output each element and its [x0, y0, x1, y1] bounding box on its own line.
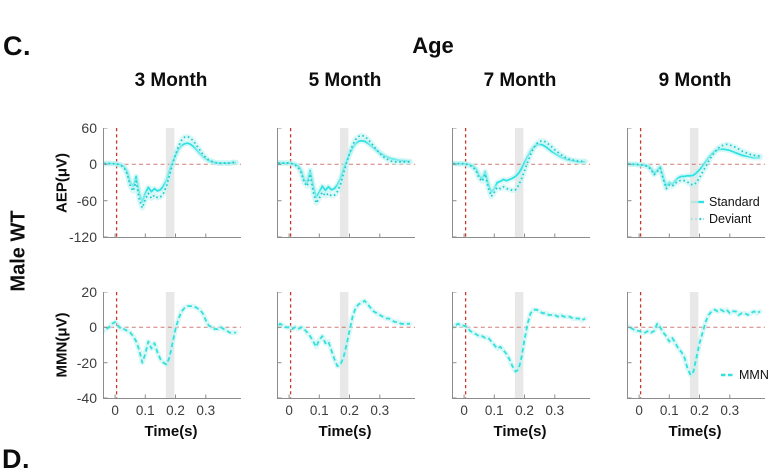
- column-header-9month: 9 Month: [658, 70, 732, 91]
- x-tick-label: 0.1: [659, 403, 679, 418]
- x-tick-label: 0.3: [545, 403, 565, 418]
- deviant-waveform: [103, 135, 236, 209]
- legend-label-mmn: MMN: [739, 368, 769, 382]
- y-tick-label: -40: [76, 390, 97, 406]
- subplot-mmn-3-month: [103, 292, 241, 399]
- x-tick-label: 0: [460, 403, 468, 418]
- mmn-waveform: [627, 308, 761, 376]
- analysis-window-band: [339, 128, 349, 237]
- x-tick-label: 0.2: [166, 403, 185, 418]
- x-tick-label: 0.2: [690, 403, 709, 418]
- group-label-male-wt: Male WT: [7, 210, 30, 292]
- mmn-waveform: [103, 305, 236, 366]
- panel-label-c: C.: [3, 31, 31, 61]
- mmn-legend: MMN: [720, 368, 769, 382]
- deviant-waveform: [627, 143, 760, 190]
- mmn-waveform: [452, 308, 586, 373]
- subplot-mmn-9-month: [627, 292, 765, 399]
- y-tick-label: -20: [76, 354, 97, 371]
- subplot-mmn-5-month: [277, 292, 415, 399]
- y-tick-label: 0: [89, 156, 97, 173]
- deviant-waveform: [277, 134, 410, 204]
- y-tick-label: -120: [68, 229, 97, 245]
- x-tick-label: 0: [285, 403, 293, 418]
- x-axis-label-4: Time(s): [668, 423, 722, 440]
- subplot-aep-3-month: [103, 128, 241, 238]
- legend-item-mmn: MMN: [720, 368, 769, 382]
- subplot-mmn-7-month: [452, 292, 590, 399]
- y-tick-label: 0: [89, 319, 97, 336]
- x-tick-label: 0: [111, 403, 119, 418]
- deviant-sem-band: [452, 137, 588, 200]
- x-tick-label: 0.2: [515, 403, 534, 418]
- x-tick-label: 0.1: [484, 403, 504, 418]
- subplot-aep-9-month: [627, 128, 765, 238]
- mmn-line-sample-icon: [721, 373, 734, 377]
- y-tick-label: 20: [81, 284, 97, 300]
- column-header-7month: 7 Month: [483, 70, 557, 91]
- legend-label-standard: Standard: [709, 195, 760, 209]
- subplot-aep-7-month: [452, 128, 590, 238]
- x-tick-label: 0.3: [196, 403, 216, 418]
- x-tick-label: 0.2: [340, 403, 359, 418]
- x-tick-label: 0: [635, 403, 643, 418]
- analysis-window-band: [689, 292, 699, 398]
- x-tick-label: 0.3: [720, 403, 740, 418]
- figure-title: Age: [412, 33, 454, 58]
- column-header-5month: 5 Month: [308, 70, 382, 91]
- x-tick-label: 0.1: [309, 403, 329, 418]
- subplot-aep-5-month: [277, 128, 415, 238]
- x-axis-label-3: Time(s): [493, 423, 547, 440]
- analysis-window-band: [514, 292, 524, 398]
- mmn-waveform: [277, 299, 410, 368]
- legend-item-deviant: Deviant: [690, 212, 760, 226]
- x-axis-label-2: Time(s): [318, 423, 372, 440]
- y-tick-label: 60: [81, 120, 97, 136]
- aep-legend: Standard Deviant: [690, 195, 760, 226]
- x-tick-label: 0.1: [135, 403, 155, 418]
- y-tick-label: -60: [76, 192, 97, 209]
- x-tick-label: 0.3: [370, 403, 390, 418]
- x-axis-label-1: Time(s): [144, 423, 198, 440]
- panel-label-d: D.: [2, 444, 30, 474]
- legend-label-deviant: Deviant: [709, 212, 752, 226]
- column-header-3month: 3 Month: [134, 70, 208, 91]
